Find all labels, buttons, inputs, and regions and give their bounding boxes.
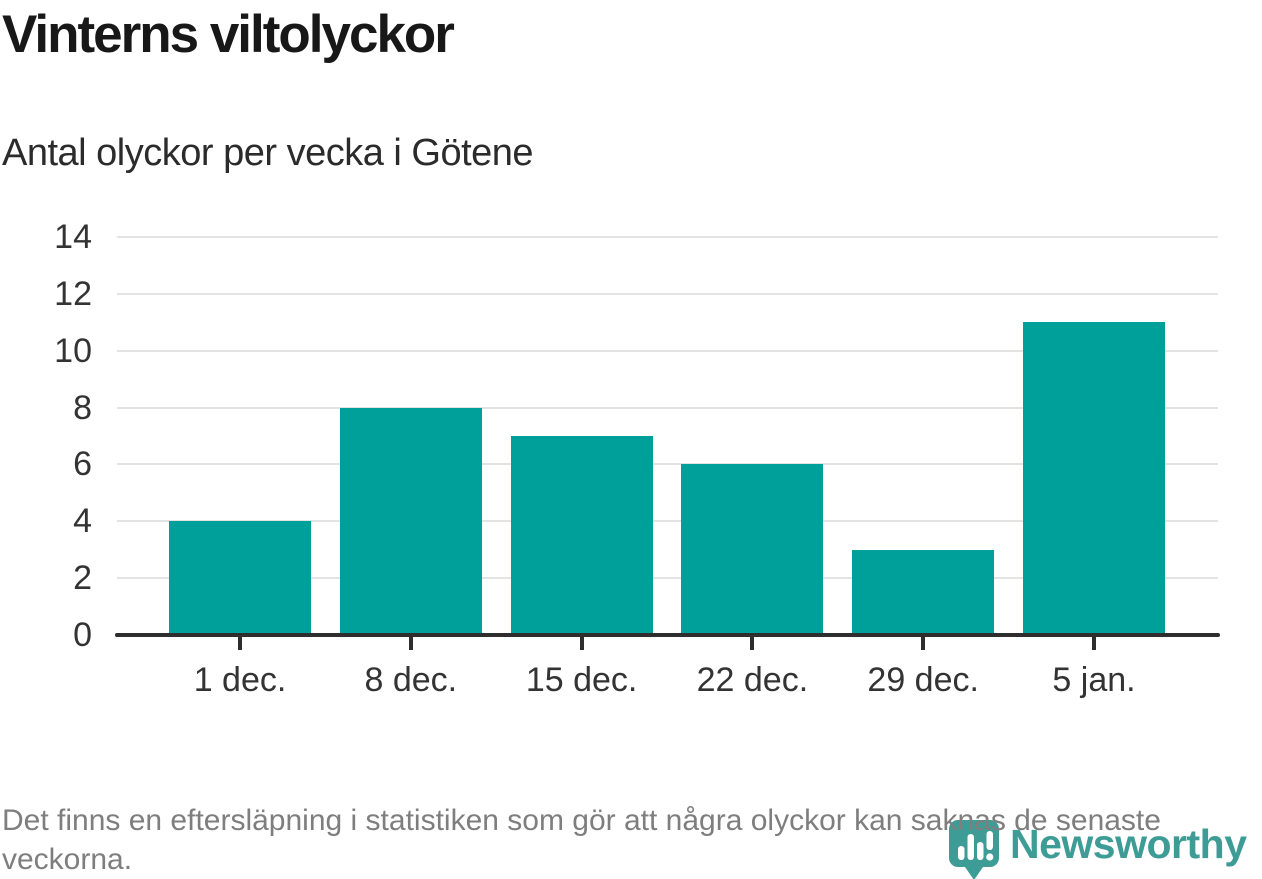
y-axis-label-8: 8 <box>73 388 92 427</box>
y-axis-label-0: 0 <box>73 616 92 654</box>
gridline-2 <box>117 577 1218 580</box>
newsworthy-wordmark: Newsworthy <box>1010 821 1247 867</box>
x-axis-tick-3 <box>579 637 584 650</box>
x-axis-tick-5 <box>921 637 926 650</box>
y-axis-label-10: 10 <box>54 331 92 370</box>
x-axis-label-2: 8 dec. <box>364 661 458 699</box>
gridline-14 <box>117 236 1218 238</box>
gridline-12 <box>117 292 1218 295</box>
gridline-4 <box>117 520 1218 523</box>
y-axis-label-6: 6 <box>73 445 92 484</box>
y-axis-label-12: 12 <box>54 274 92 313</box>
y-axis: 0 2 4 6 8 10 12 14 <box>0 0 92 879</box>
bar-6 <box>1023 322 1165 635</box>
x-axis-tick-2 <box>408 637 413 650</box>
footnote: Det finns en eftersläpning i statistiken… <box>2 804 1161 876</box>
bar-5 <box>852 549 995 635</box>
gridline-10 <box>117 349 1218 352</box>
x-axis-label-6: 5 jan. <box>1052 661 1136 699</box>
y-axis-label-14: 14 <box>54 218 92 256</box>
newsworthy-logo: Newsworthy <box>948 819 1247 879</box>
x-axis-line <box>115 633 1220 637</box>
x-axis-tick-4 <box>750 637 755 650</box>
chart-title: Vinterns viltolyckor <box>2 5 455 64</box>
x-axis-label-4: 22 dec. <box>696 661 809 699</box>
bar-1 <box>169 521 311 635</box>
x-axis-tick-1 <box>238 637 242 650</box>
gridline-8 <box>117 406 1218 409</box>
bar-2 <box>339 407 482 635</box>
x-axis-tick-6 <box>1092 637 1096 650</box>
y-axis-label-2: 2 <box>73 559 92 598</box>
x-axis-label-5: 29 dec. <box>867 661 979 699</box>
plot-area: 1 dec. 8 dec. 15 dec. 22 dec. 29 dec. 5 jan. <box>115 236 1220 699</box>
bar-4 <box>681 464 824 635</box>
newsworthy-chart-bubble-icon <box>949 820 999 879</box>
chart-subtitle: Antal olyckor per vecka i Götene <box>2 132 534 174</box>
y-axis-label-4: 4 <box>73 502 92 541</box>
x-axis-label-3: 15 dec. <box>525 661 638 699</box>
gridline-6 <box>117 463 1218 466</box>
bar-3 <box>510 436 653 635</box>
x-axis-label-1: 1 dec. <box>193 661 287 699</box>
